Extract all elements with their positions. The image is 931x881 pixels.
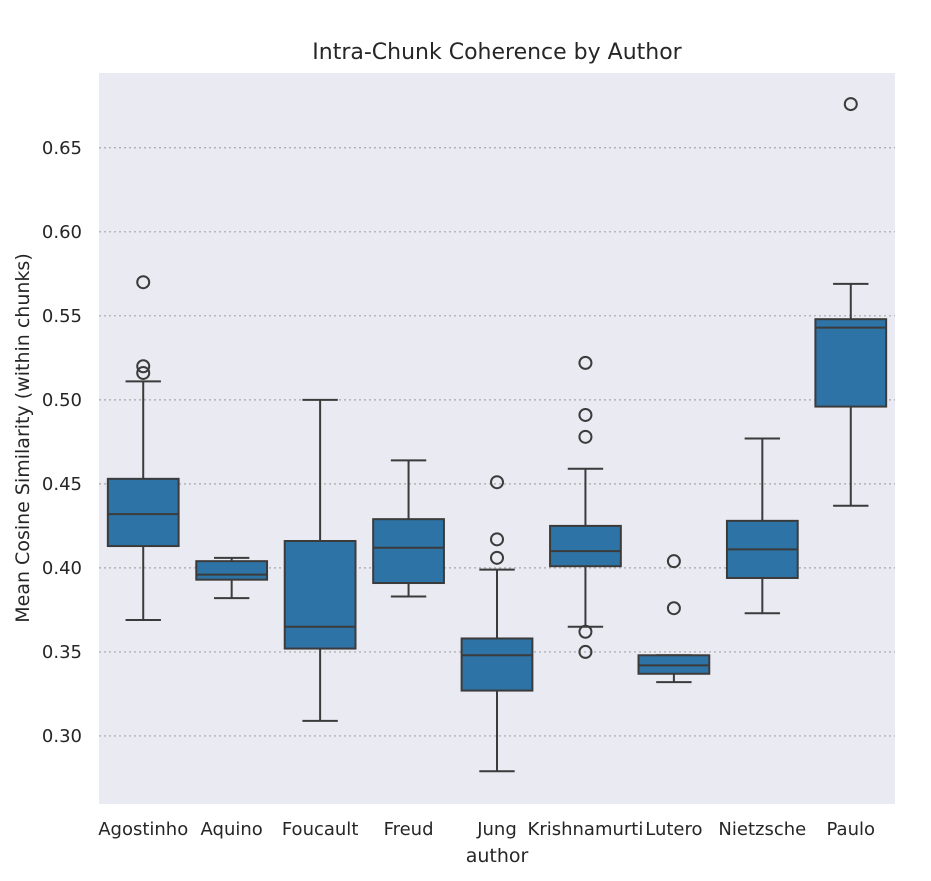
outlier-point bbox=[578, 355, 593, 370]
outlier-point bbox=[136, 359, 151, 374]
outlier-point bbox=[136, 275, 151, 290]
x-tick-label: Agostinho bbox=[98, 819, 188, 840]
box-krishnamurti bbox=[549, 355, 622, 659]
x-tick-label: Foucault bbox=[282, 819, 359, 840]
outlier-point bbox=[490, 550, 504, 565]
y-tick-label: 0.30 bbox=[42, 726, 82, 747]
y-tick-label: 0.65 bbox=[42, 138, 82, 159]
y-tick-label: 0.50 bbox=[42, 390, 82, 411]
x-tick-label: Aquino bbox=[201, 819, 263, 840]
y-tick-label: 0.60 bbox=[42, 222, 82, 243]
outlier-point bbox=[666, 554, 681, 569]
outlier-point bbox=[490, 475, 504, 490]
box-paulo bbox=[814, 97, 888, 507]
y-tick-label: 0.45 bbox=[42, 474, 82, 495]
chart-title: Intra-Chunk Coherence by Author bbox=[312, 40, 682, 65]
x-tick-label: Lutero bbox=[645, 819, 702, 840]
iqr-box bbox=[549, 524, 622, 568]
iqr-box bbox=[460, 637, 534, 692]
y-tick-label: 0.40 bbox=[42, 558, 82, 579]
box-nietzsche bbox=[725, 437, 799, 615]
y-tick-label: 0.35 bbox=[42, 642, 82, 663]
outlier-point bbox=[843, 97, 858, 112]
outlier-point bbox=[578, 644, 593, 659]
box-lutero bbox=[637, 554, 711, 684]
y-tick-label: 0.55 bbox=[42, 306, 82, 327]
x-tick-labels: Agostinho Aquino Foucault Freud Jung Krishnam… bbox=[98, 819, 875, 840]
box-aquino bbox=[195, 556, 269, 600]
outlier-point bbox=[578, 624, 593, 639]
x-tick-label: Krishnamurti bbox=[528, 819, 644, 840]
outlier-point bbox=[578, 407, 593, 422]
x-tick-label: Freud bbox=[384, 819, 434, 840]
outlier-point bbox=[666, 601, 681, 616]
x-tick-label: Jung bbox=[476, 819, 517, 840]
box-agostinho bbox=[106, 275, 180, 621]
boxes-group bbox=[106, 97, 888, 773]
iqr-box bbox=[283, 540, 357, 650]
y-tick-labels: 0.30 0.35 0.40 0.45 0.50 0.55 0.60 0.65 bbox=[42, 138, 82, 747]
x-tick-label: Paulo bbox=[827, 819, 876, 840]
y-axis-label: Mean Cosine Similarity (within chunks) bbox=[12, 253, 34, 623]
x-axis-label: author bbox=[466, 845, 529, 867]
box-freud bbox=[372, 459, 445, 598]
iqr-box bbox=[372, 518, 445, 585]
iqr-box bbox=[814, 318, 888, 408]
box-jung bbox=[460, 475, 534, 773]
outlier-point bbox=[136, 365, 151, 380]
iqr-box bbox=[106, 477, 180, 548]
outlier-point bbox=[490, 532, 504, 547]
iqr-box bbox=[195, 560, 269, 581]
outlier-point bbox=[578, 429, 593, 444]
box-foucault bbox=[283, 398, 357, 722]
x-tick-label: Nietzsche bbox=[718, 819, 806, 840]
